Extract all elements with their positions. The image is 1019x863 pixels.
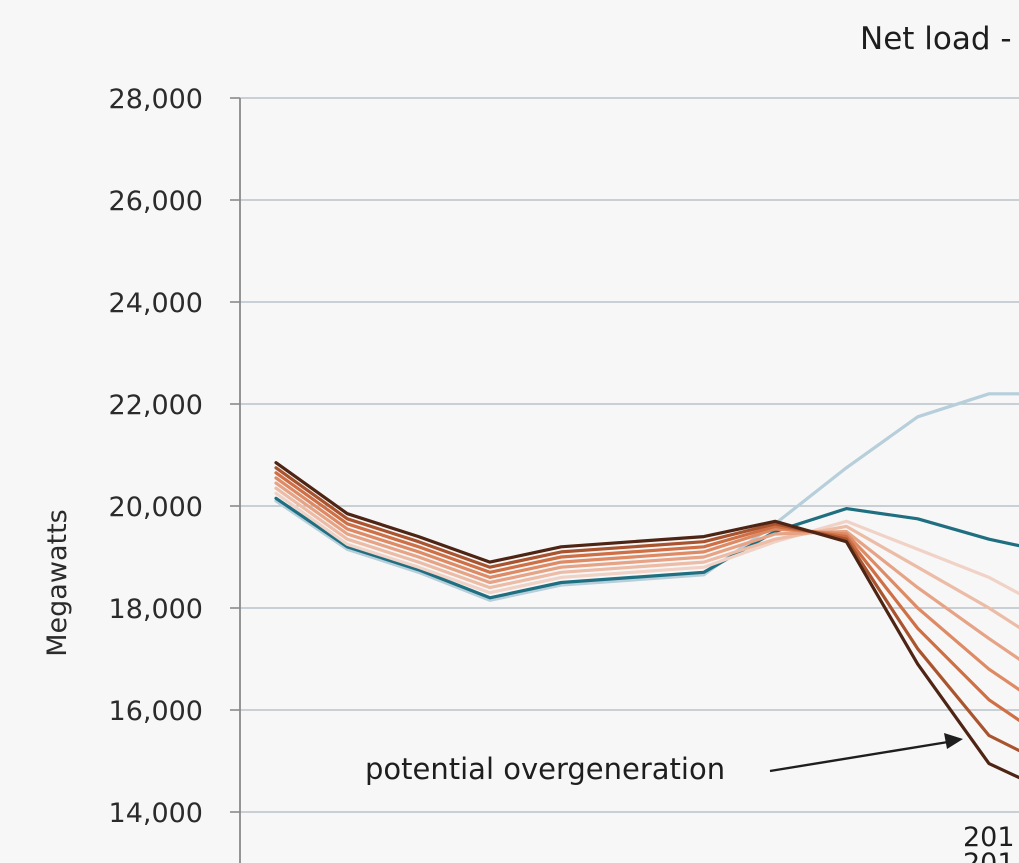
y-axis-label: Megawatts xyxy=(42,509,73,656)
chart-title: Net load - xyxy=(860,21,1012,57)
y-tick-label: 18,000 xyxy=(109,594,203,625)
year-label: 201 xyxy=(963,822,1015,853)
grid-layer xyxy=(230,97,1019,813)
series-line-salmon xyxy=(274,476,1019,692)
series-line-peach xyxy=(274,481,1019,661)
y-tick-label: 14,000 xyxy=(109,798,203,829)
y-tick-label: 24,000 xyxy=(109,288,203,319)
series-line-dark-brown xyxy=(274,461,1019,780)
y-tick-labels: 14,000 16,000 18,000 20,000 22,000 24,000 26,0… xyxy=(109,84,203,829)
y-tick-label: 22,000 xyxy=(109,390,203,421)
year-label: 201 xyxy=(963,848,1015,863)
annotation-text: potential overgeneration xyxy=(365,752,725,786)
y-tick-label: 26,000 xyxy=(109,186,203,217)
series-line-pale-pink xyxy=(274,491,1019,596)
series-lines xyxy=(274,392,1019,780)
y-tick-label: 16,000 xyxy=(109,696,203,727)
series-line-teal xyxy=(274,496,1019,600)
y-tick-label: 28,000 xyxy=(109,84,203,115)
annotation-arrow xyxy=(769,733,963,773)
series-line-light-peach xyxy=(274,486,1019,630)
series-line-orange xyxy=(274,471,1019,723)
series-line-rust xyxy=(274,466,1019,753)
y-tick-label: 20,000 xyxy=(109,492,203,523)
series-line-light-blue xyxy=(274,392,1019,602)
